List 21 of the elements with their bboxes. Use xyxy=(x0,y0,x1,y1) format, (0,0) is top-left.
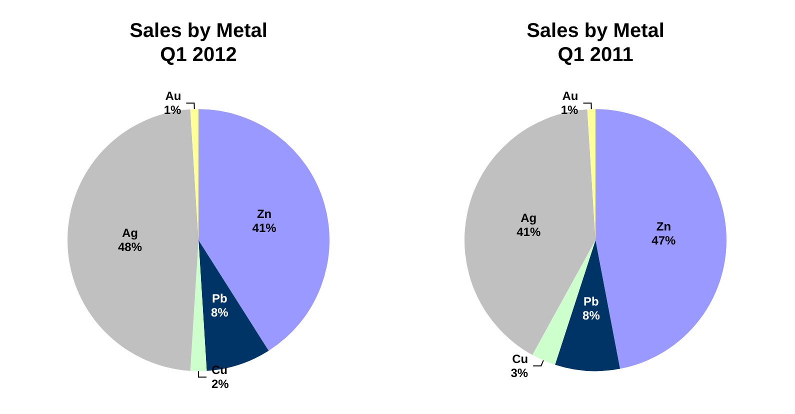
slice-label: Au xyxy=(165,89,182,104)
slice-label: Ag xyxy=(520,211,537,226)
data-label: 8% xyxy=(210,305,229,320)
slice-label: Zn xyxy=(656,220,672,234)
data-label: 48% xyxy=(118,240,142,254)
chart-title: Sales by Metal Q1 2012 xyxy=(130,20,268,66)
slice-label: Pb xyxy=(212,291,228,306)
chart-title: Sales by Metal Q1 2011 xyxy=(526,20,664,66)
data-label: 8% xyxy=(582,308,600,322)
slice-label: Ag xyxy=(122,226,138,240)
data-label: 1% xyxy=(164,103,182,118)
slice-label: Zn xyxy=(256,207,272,222)
slice-label: Au xyxy=(562,89,578,104)
data-label: 41% xyxy=(516,225,541,240)
data-label: 3% xyxy=(510,366,528,380)
data-label: 47% xyxy=(652,234,676,248)
slice-label: Cu xyxy=(512,352,528,366)
data-label: 2% xyxy=(212,377,230,392)
data-label: 1% xyxy=(560,103,579,118)
data-label: 41% xyxy=(252,221,277,236)
slice-label: Pb xyxy=(584,294,599,308)
